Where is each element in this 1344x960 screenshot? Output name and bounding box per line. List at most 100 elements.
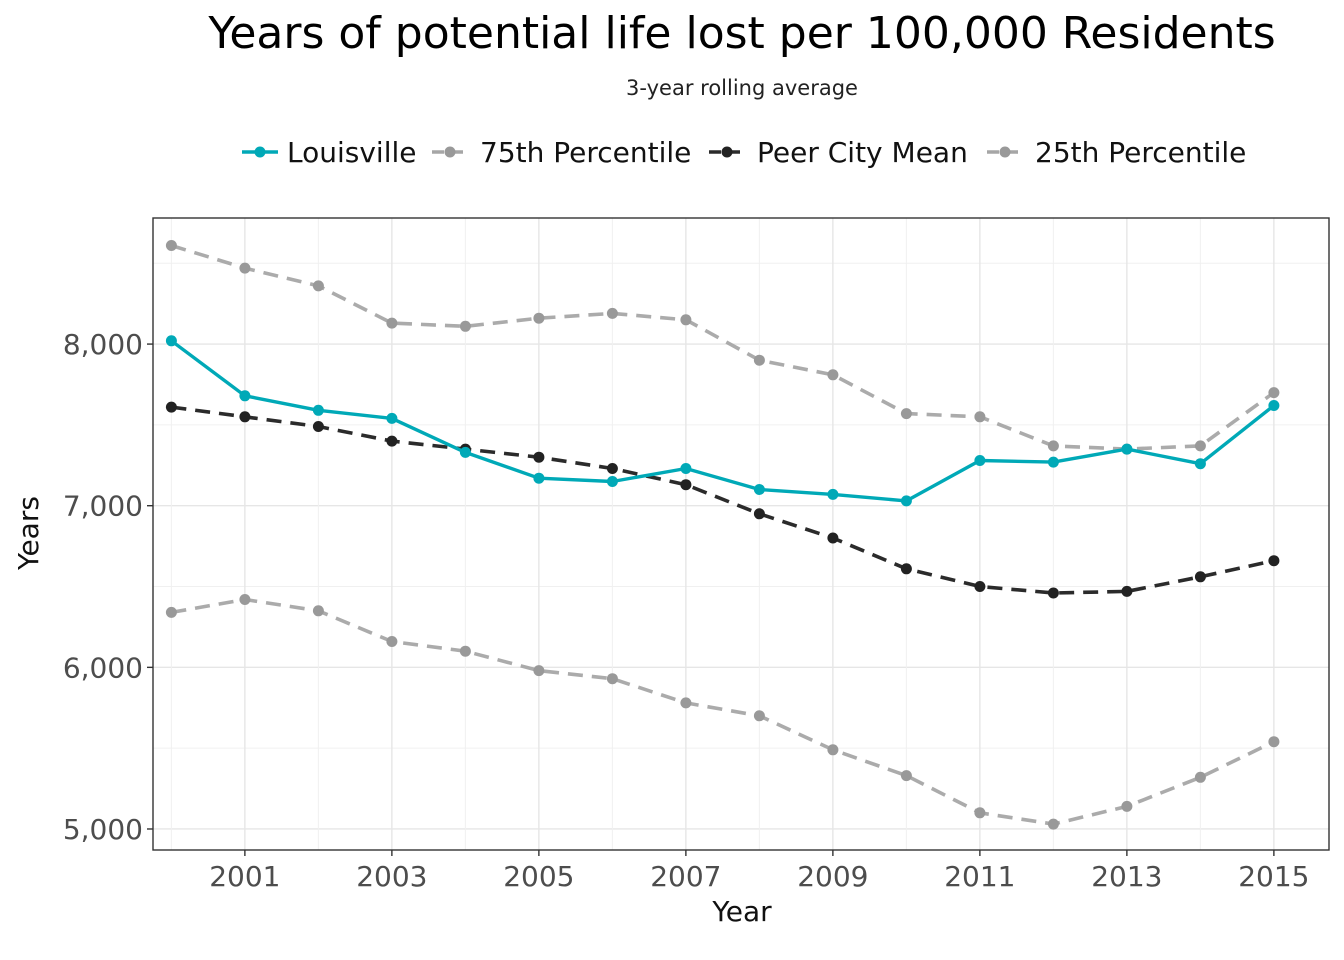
series-line <box>171 405 1275 595</box>
data-point <box>1121 443 1133 455</box>
legend-label: 75th Percentile <box>480 136 691 169</box>
series-2 <box>165 401 1280 599</box>
data-point <box>533 312 545 324</box>
legend-item: 25th Percentile <box>987 136 1246 169</box>
data-point <box>680 697 692 709</box>
data-point <box>386 317 398 329</box>
data-point <box>1047 440 1059 452</box>
data-point <box>165 240 177 251</box>
data-point <box>1268 555 1280 567</box>
data-point <box>239 262 251 274</box>
x-tick-label: 2015 <box>1238 860 1309 893</box>
data-point <box>1268 400 1280 411</box>
chart-title: Years of potential life lost per 100,000… <box>207 8 1275 59</box>
data-point <box>974 807 986 819</box>
data-point <box>459 320 471 332</box>
y-axis-title: Years <box>12 496 45 571</box>
series-line <box>170 243 1275 451</box>
data-point <box>753 508 765 520</box>
data-point <box>1047 818 1059 830</box>
data-point <box>1121 800 1133 812</box>
legend-key-point <box>444 146 456 158</box>
data-point <box>680 314 692 326</box>
series-layer <box>165 240 1280 830</box>
series-0 <box>165 335 1280 507</box>
chart-subtitle: 3-year rolling average <box>626 76 858 100</box>
data-point <box>165 335 177 347</box>
x-tick-label: 2011 <box>944 860 1015 893</box>
data-point <box>533 451 545 463</box>
series-line <box>170 339 1275 503</box>
data-point <box>606 307 618 319</box>
data-point <box>239 390 251 402</box>
data-point <box>753 354 765 366</box>
data-point <box>827 369 839 381</box>
legend-item: 75th Percentile <box>432 136 691 169</box>
legend-key-point <box>721 146 733 158</box>
x-tick-label: 2005 <box>503 860 574 893</box>
data-point <box>974 581 986 592</box>
data-point <box>1121 585 1133 597</box>
data-point <box>239 594 251 605</box>
x-tick-label: 2001 <box>209 860 280 893</box>
data-point <box>386 435 398 447</box>
data-point <box>900 408 912 420</box>
data-point <box>165 401 177 413</box>
data-point <box>1047 587 1059 599</box>
x-tick-label: 2007 <box>650 860 721 893</box>
data-point <box>680 463 692 474</box>
data-point <box>533 472 545 484</box>
data-point <box>1268 736 1280 748</box>
legend-item: Peer City Mean <box>709 136 968 169</box>
legend-label: Peer City Mean <box>757 136 968 169</box>
x-tick-label: 2013 <box>1091 860 1162 893</box>
data-point <box>827 488 839 500</box>
data-point <box>1194 771 1206 783</box>
data-point <box>1268 387 1280 399</box>
data-point <box>606 673 618 685</box>
series-1 <box>165 240 1280 455</box>
data-point <box>606 476 618 487</box>
legend-label: Louisville <box>287 136 417 169</box>
data-point <box>900 770 912 782</box>
grid-lines <box>153 218 1329 850</box>
y-tick-label: 8,000 <box>63 328 143 361</box>
data-point <box>900 563 912 575</box>
series-3 <box>165 594 1280 830</box>
data-point <box>827 744 839 756</box>
series-line <box>171 597 1275 826</box>
x-tick-label: 2003 <box>356 860 427 893</box>
data-point <box>680 479 692 491</box>
plot-panel-border <box>152 217 1330 851</box>
data-point <box>459 645 471 657</box>
data-point <box>1194 571 1206 583</box>
data-point <box>753 484 765 495</box>
legend-label: 25th Percentile <box>1035 136 1246 169</box>
legend-item: Louisville <box>242 136 417 169</box>
data-point <box>533 665 545 677</box>
legend-key-point <box>254 146 266 158</box>
data-point <box>165 606 177 618</box>
data-point <box>827 532 839 544</box>
axis-ticks: 5,000 6,000 7,000 8,000 2001 2003 2005 2007 2009… <box>63 328 1310 893</box>
data-point <box>753 710 765 722</box>
x-axis-title: Year <box>711 895 772 928</box>
data-point <box>312 404 324 416</box>
legend-key-point <box>999 146 1011 158</box>
data-point <box>386 412 398 424</box>
data-point <box>1047 456 1059 468</box>
data-point <box>1194 440 1206 452</box>
y-tick-label: 7,000 <box>63 490 143 523</box>
data-point <box>239 411 251 423</box>
data-point <box>312 280 324 292</box>
data-point <box>312 605 324 617</box>
data-point <box>459 446 471 458</box>
data-point <box>1194 458 1206 470</box>
y-tick-label: 6,000 <box>63 651 143 684</box>
data-point <box>900 495 912 507</box>
y-tick-label: 5,000 <box>63 813 143 846</box>
data-point <box>974 455 986 466</box>
data-point <box>606 463 618 474</box>
